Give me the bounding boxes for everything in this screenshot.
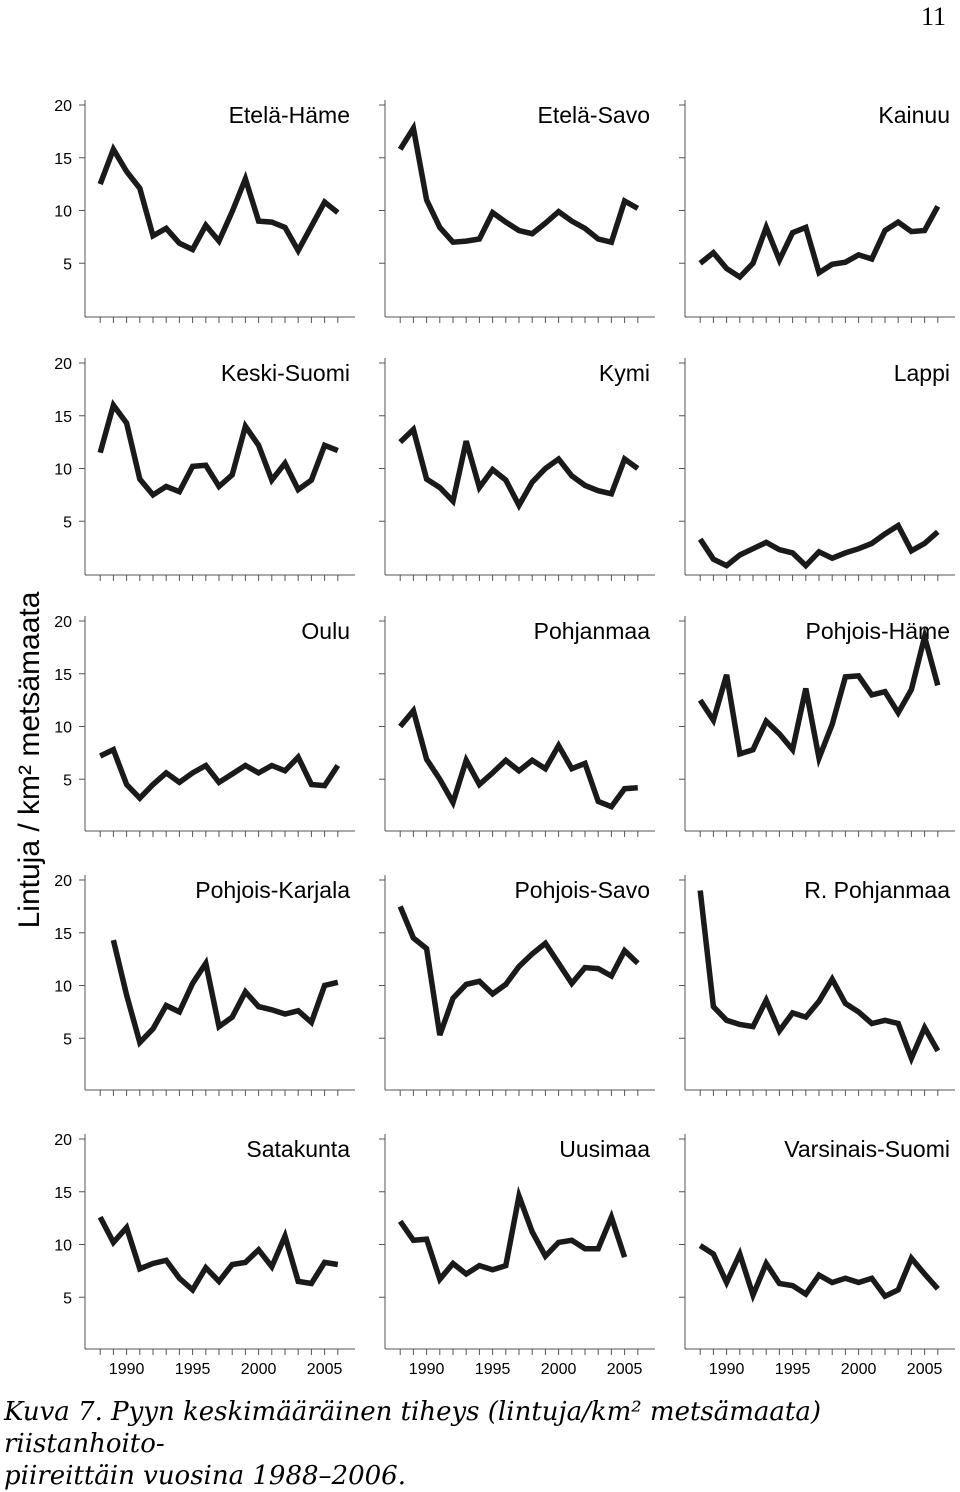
y-tick-label: 15: [54, 1185, 72, 1202]
panel-title: Keski-Suomi: [221, 360, 350, 386]
series-line: [398, 704, 639, 811]
y-tick-label: 20: [54, 614, 72, 631]
y-tick-label: 20: [54, 356, 72, 373]
x-tick-label: 1990: [709, 1361, 745, 1378]
series-line: [697, 890, 941, 1066]
y-tick-label: 15: [54, 926, 72, 943]
panel-title: Etelä-Savo: [537, 102, 650, 128]
panel-title: Varsinais-Suomi: [784, 1136, 950, 1162]
series-line: [397, 120, 640, 246]
series-line: [697, 521, 940, 570]
x-tick-label: 1995: [475, 1361, 511, 1378]
series-line: [97, 399, 339, 499]
panel-title: Lappi: [894, 360, 950, 386]
panel-title: R. Pohjanmaa: [804, 877, 950, 903]
x-tick-label: 2005: [307, 1361, 343, 1378]
series-line: [97, 142, 340, 257]
x-tick-label: 1995: [775, 1361, 811, 1378]
y-tick-label: 15: [54, 409, 72, 426]
panel-title: Pohjanmaa: [534, 618, 651, 644]
series-line: [698, 1243, 940, 1304]
panel-title: Satakunta: [246, 1136, 350, 1162]
y-tick-label: 20: [54, 98, 72, 115]
series-line: [398, 424, 640, 512]
x-tick-label: 2000: [841, 1361, 877, 1378]
series-line: [397, 905, 640, 1037]
y-tick-label: 10: [54, 204, 72, 221]
x-tick-label: 1990: [109, 1361, 145, 1378]
y-tick-label: 5: [63, 1031, 72, 1048]
x-tick-label: 2000: [541, 1361, 577, 1378]
x-tick-label: 1990: [409, 1361, 445, 1378]
panel-title: Etelä-Häme: [229, 102, 350, 128]
series-line: [698, 204, 941, 281]
y-tick-label: 10: [54, 979, 72, 996]
panel-title: Kainuu: [878, 102, 950, 128]
caption-line-1: Kuva 7. Pyyn keskimääräinen tiheys (lint…: [4, 1397, 822, 1459]
y-tick-label: 15: [54, 151, 72, 168]
y-tick-label: 20: [54, 873, 72, 890]
x-tick-label: 2000: [241, 1361, 277, 1378]
series-line: [397, 1185, 628, 1285]
panel-title: Oulu: [301, 618, 350, 644]
page-number: 11: [920, 2, 946, 31]
y-tick-label: 10: [54, 462, 72, 479]
x-tick-label: 2005: [907, 1361, 943, 1378]
y-tick-label: 5: [63, 772, 72, 789]
panel-title: Pohjois-Karjala: [195, 877, 350, 903]
y-tick-label: 5: [63, 1290, 72, 1307]
y-tick-label: 10: [54, 720, 72, 737]
panel-title: Kymi: [599, 360, 650, 386]
series-line: [97, 1215, 339, 1295]
panel-title: Pohjois-Savo: [514, 877, 650, 903]
y-tick-label: 5: [63, 256, 72, 273]
x-tick-label: 2005: [607, 1361, 643, 1378]
panel-title: Uusimaa: [559, 1136, 650, 1162]
series-line: [697, 625, 941, 768]
caption-line-2: piireittäin vuosina 1988–2006.: [4, 1461, 406, 1491]
series-line: [99, 745, 341, 803]
series-line: [110, 939, 339, 1048]
y-tick-label: 10: [54, 1238, 72, 1255]
y-tick-label: 5: [63, 514, 72, 531]
x-tick-label: 1995: [175, 1361, 211, 1378]
figure-caption: Kuva 7. Pyyn keskimääräinen tiheys (lint…: [4, 1396, 956, 1492]
small-multiples-chart: 5 10 15 20 Etelä-Häme Etelä-Savo Kainuu 5 10 15 20…: [54, 98, 955, 1378]
y-tick-label: 15: [54, 667, 72, 684]
y-tick-label: 20: [54, 1132, 72, 1149]
